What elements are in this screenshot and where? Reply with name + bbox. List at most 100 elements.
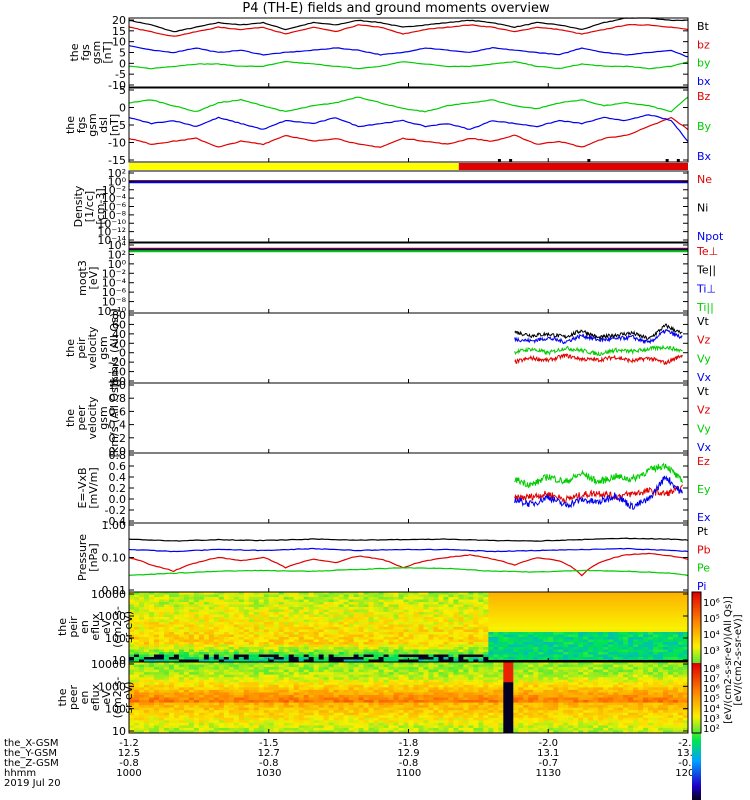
- spectrogram-cell: [198, 647, 205, 650]
- spectrogram-cell: [643, 617, 649, 620]
- spectrogram-cell: [583, 652, 589, 655]
- spectrogram-cell: [608, 629, 614, 633]
- spectrogram-cell: [363, 717, 369, 721]
- spectrogram-cell: [333, 657, 340, 660]
- spectrogram-cell: [148, 654, 155, 658]
- spectrogram-cell: [298, 604, 305, 608]
- spectrogram-cell: [628, 617, 634, 620]
- spectrogram-cell: [273, 634, 280, 638]
- spectrogram-cell: [193, 705, 200, 709]
- series-line-vt: [514, 323, 683, 342]
- spectrogram-cell: [668, 652, 674, 655]
- spectrogram-cell: [498, 642, 504, 645]
- spectrogram-cell: [158, 599, 165, 603]
- spectrogram-cell: [163, 707, 170, 711]
- spectrogram-cell: [133, 612, 140, 615]
- spectrogram-cell: [338, 619, 345, 623]
- spectrogram-cell: [548, 649, 554, 653]
- spectrogram-cell: [393, 619, 399, 623]
- spectrogram-cell: [398, 599, 404, 603]
- spectrogram-cell: [283, 644, 290, 648]
- spectrogram-cell: [153, 639, 160, 643]
- spectrogram-cell: [543, 654, 549, 658]
- spectrogram-cell: [528, 592, 534, 595]
- spectrogram-cell: [568, 647, 574, 650]
- spectrogram-cell: [298, 657, 305, 660]
- spectrogram-cell: [283, 607, 290, 610]
- spectrogram-cell: [378, 689, 384, 693]
- spectrogram-cell: [488, 649, 494, 653]
- spectrogram-cell: [618, 657, 624, 660]
- spectrogram-cell: [553, 602, 559, 605]
- spectrogram-cell: [518, 649, 524, 653]
- spectrogram-cell: [238, 609, 245, 613]
- spectrogram-cell: [393, 627, 399, 630]
- spectrogram-cell: [273, 720, 280, 724]
- spectrogram-cell: [368, 710, 374, 714]
- legend-entry: Bx: [697, 150, 712, 163]
- spectrogram-cell: [388, 612, 394, 615]
- spectrogram-cell: [393, 649, 399, 653]
- spectrogram-cell: [233, 624, 240, 628]
- spectrogram-cell: [633, 629, 639, 633]
- spectrogram-cell: [333, 649, 340, 653]
- spectrogram-cell: [343, 712, 350, 716]
- legend-entry: Te||: [696, 264, 716, 277]
- spectrogram-cell: [623, 644, 629, 648]
- spectrogram-cell: [323, 649, 330, 653]
- spectrogram-cell: [423, 592, 429, 595]
- spectrogram-cell: [678, 639, 684, 643]
- spectrogram-cell: [553, 612, 559, 615]
- spectrogram-cell: [173, 684, 180, 688]
- spectrogram-cell: [168, 722, 175, 726]
- spectrogram-cell: [488, 602, 494, 605]
- spectrogram-cell: [313, 629, 320, 633]
- spectrogram-cell: [373, 597, 379, 600]
- spectrogram-cell: [173, 694, 180, 698]
- spectrogram-cell: [243, 637, 250, 640]
- spectrogram-cell: [328, 664, 335, 668]
- spectrogram-cell: [153, 644, 160, 648]
- spectrogram-cell: [313, 715, 320, 719]
- y-tick-label: 10⁻¹⁰: [97, 217, 126, 230]
- spectrogram-cell: [393, 657, 399, 660]
- spectrogram-cell: [363, 657, 369, 660]
- spectrogram-cell: [163, 634, 170, 638]
- spectrogram-cell: [308, 674, 315, 678]
- spectrogram-cell: [283, 664, 290, 668]
- spectrogram-cell: [303, 649, 310, 653]
- spectrogram-cell: [573, 642, 579, 645]
- spectrogram-cell: [383, 682, 389, 686]
- spectrogram-cell: [133, 609, 140, 613]
- spectrogram-cell: [298, 702, 305, 706]
- spectrogram-cell: [368, 679, 374, 683]
- spectrogram-cell: [463, 604, 469, 608]
- spectrogram-cell: [478, 639, 484, 643]
- spectrogram-cell: [273, 624, 280, 628]
- spectrogram-cell: [238, 642, 245, 645]
- spectrogram-cell: [338, 730, 345, 734]
- spectrogram-cell: [593, 647, 599, 650]
- spectrogram-cell: [188, 592, 195, 595]
- spectrogram-cell: [218, 657, 225, 660]
- spectrogram-cell: [223, 597, 230, 600]
- spectrogram-cell: [543, 607, 549, 610]
- spectrogram-cell: [193, 609, 200, 613]
- spectrogram-cell: [133, 667, 140, 671]
- spectrogram-cell: [143, 634, 150, 638]
- spectrogram-cell: [638, 622, 644, 625]
- spectrogram-cell: [558, 604, 564, 608]
- spectrogram-cell: [278, 667, 285, 671]
- spectrogram-cell: [288, 639, 295, 643]
- spectrogram-cell: [228, 664, 235, 668]
- spectrogram-cell: [188, 654, 195, 658]
- spectrogram-cell: [453, 607, 459, 610]
- spectrogram-cell: [388, 689, 394, 693]
- spectrogram-cell: [328, 712, 335, 716]
- spectrogram-cell: [348, 617, 354, 620]
- spectrogram-cell: [383, 722, 389, 726]
- spectrogram-cell: [388, 624, 394, 628]
- spectrogram-cell: [298, 642, 305, 645]
- spectrogram-cell: [193, 727, 200, 731]
- spectrogram-cell: [283, 599, 290, 603]
